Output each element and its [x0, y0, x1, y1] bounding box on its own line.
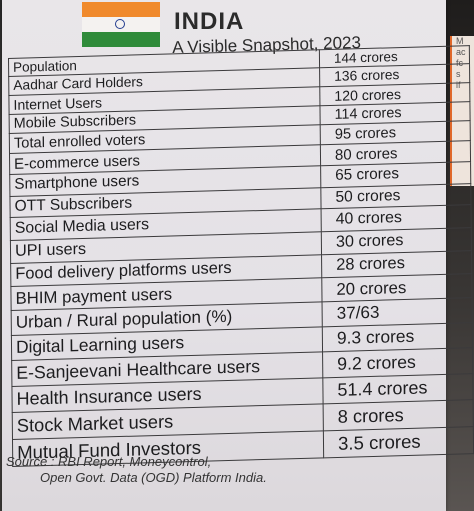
side-card-text: M	[456, 36, 464, 46]
side-card-text: s	[456, 69, 461, 79]
row-value: 8 crores	[323, 399, 474, 431]
stats-table: Population 144 crores Aadhar Card Holders 1…	[8, 45, 474, 467]
source-line-2: Open Govt. Data (OGD) Platform India.	[40, 470, 267, 485]
row-value: 51.4 crores	[322, 373, 474, 404]
row-value: 3.5 crores	[323, 426, 474, 459]
side-card-text: fc	[456, 58, 464, 68]
side-card-text: ac	[456, 47, 466, 57]
source-line-1: Source : RBI Report, Moneycontrol,	[6, 454, 212, 469]
source-note: Source : RBI Report, Moneycontrol, Open …	[6, 454, 267, 486]
india-flag-icon	[82, 2, 160, 48]
side-card-text: if	[456, 80, 461, 90]
page-title: INDIA	[174, 8, 245, 35]
side-card: M ac fc s if	[450, 36, 474, 186]
